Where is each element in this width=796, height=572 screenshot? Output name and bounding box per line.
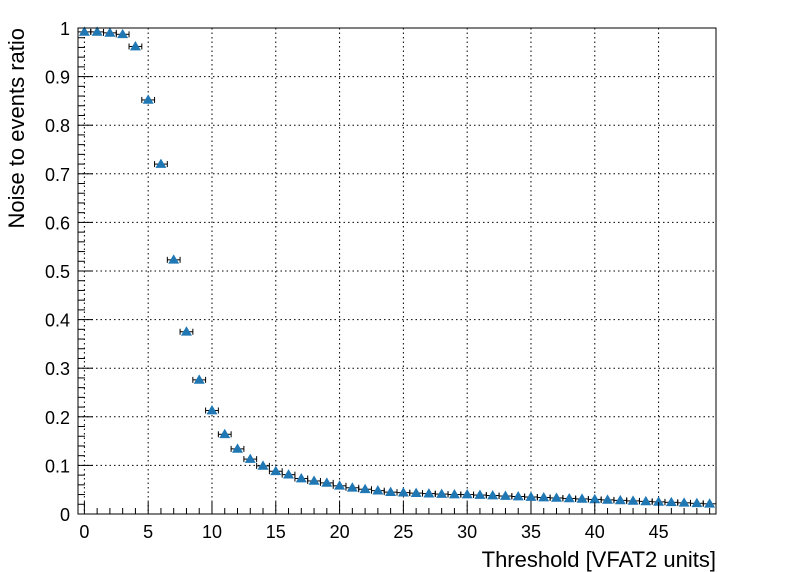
data-point [423, 488, 434, 497]
grid [78, 28, 716, 514]
data-point [360, 484, 371, 493]
data-point [628, 495, 639, 504]
data-point [245, 454, 256, 463]
data-point [385, 487, 396, 496]
data-point [270, 466, 281, 475]
data-point [640, 496, 651, 505]
y-tick-label: 1 [60, 19, 70, 39]
y-tick-label: 0.2 [45, 408, 70, 428]
data-point [525, 491, 536, 500]
data-point [117, 29, 128, 38]
data-point [602, 494, 613, 503]
data-point [104, 27, 115, 36]
x-tick-label: 0 [79, 522, 89, 542]
y-axis-title: Noise to events ratio [4, 28, 29, 229]
y-tick-label: 0.6 [45, 213, 70, 233]
x-tick-label: 40 [585, 522, 605, 542]
data-point [143, 94, 154, 103]
data-point [615, 495, 626, 504]
data-point [538, 492, 549, 501]
y-tick-label: 0.8 [45, 116, 70, 136]
data-point [206, 405, 217, 414]
y-tick-label: 0.9 [45, 68, 70, 88]
data-point [232, 443, 243, 452]
y-tick-label: 0.7 [45, 165, 70, 185]
data-point [309, 475, 320, 484]
x-tick-label: 15 [266, 522, 286, 542]
x-tick-label: 20 [330, 522, 350, 542]
x-tick-label: 10 [202, 522, 222, 542]
data-point [334, 480, 345, 489]
data-point [130, 41, 141, 50]
data-point [155, 159, 166, 168]
x-tick-label: 35 [521, 522, 541, 542]
y-tick-label: 0 [60, 505, 70, 525]
data-point [347, 482, 358, 491]
data-point [691, 498, 702, 507]
data-point [321, 477, 332, 486]
data-point [551, 492, 562, 501]
y-tick-label: 0.4 [45, 311, 70, 331]
error-bars [78, 29, 716, 507]
data-point [462, 489, 473, 498]
data-point [194, 374, 205, 383]
data-point [181, 326, 192, 335]
x-tick-label: 5 [143, 522, 153, 542]
data-point [564, 493, 575, 502]
y-tick-label: 0.3 [45, 359, 70, 379]
data-point [436, 489, 447, 498]
data-point [577, 493, 588, 502]
data-point [704, 498, 715, 507]
data-point [283, 469, 294, 478]
data-point [513, 491, 524, 500]
x-tick-label: 45 [649, 522, 669, 542]
x-tick-label: 30 [457, 522, 477, 542]
data-point [666, 497, 677, 506]
data-point [411, 488, 422, 497]
data-points [79, 26, 715, 507]
data-point [474, 490, 485, 499]
data-point [679, 497, 690, 506]
x-axis-title: Threshold [VFAT2 units] [482, 547, 716, 572]
data-point [589, 494, 600, 503]
data-point [296, 473, 307, 482]
data-point [487, 490, 498, 499]
data-point [500, 491, 511, 500]
data-point [372, 485, 383, 494]
x-tick-label: 25 [393, 522, 413, 542]
data-point [398, 487, 409, 496]
data-point [219, 429, 230, 438]
y-tick-label: 0.1 [45, 456, 70, 476]
y-tick-label: 0.5 [45, 262, 70, 282]
data-point [168, 254, 179, 263]
tick-labels: 0 5 10 15 20 25 30 35 40 45 0 0.1 0.2 0.3 0.4 0.5 0.6 0.7… [45, 19, 669, 542]
data-point [449, 489, 460, 498]
